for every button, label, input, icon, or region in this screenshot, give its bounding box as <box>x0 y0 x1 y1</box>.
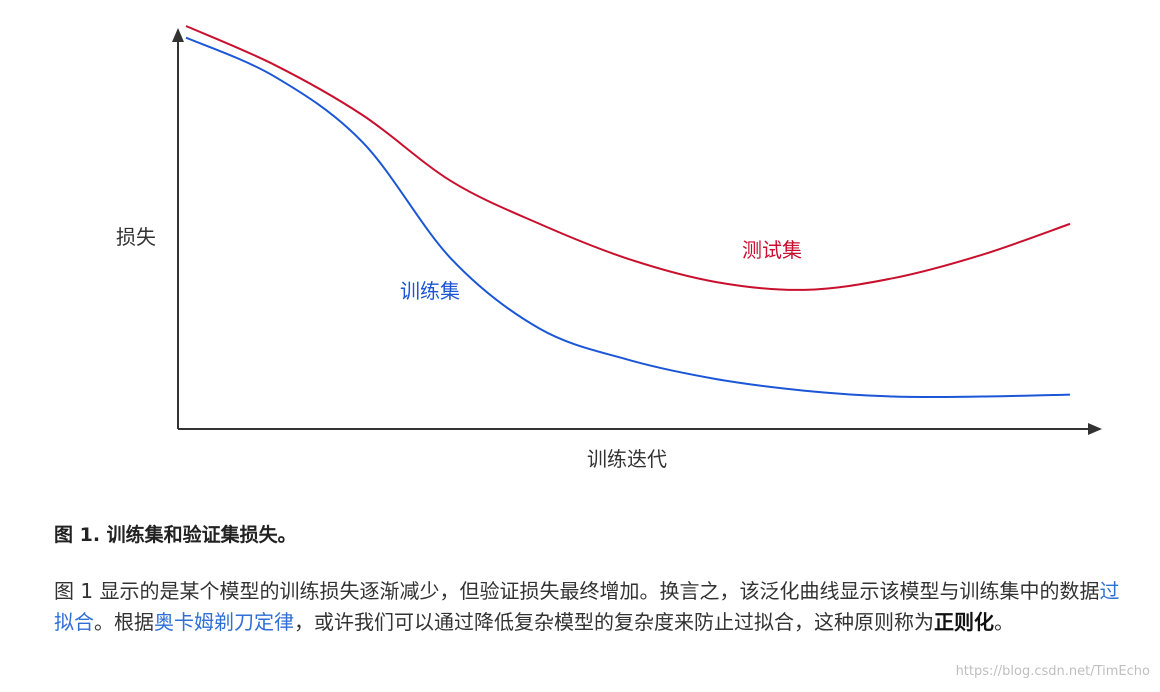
loss-chart: 损失 训练迭代 训练集 测试集 <box>116 25 1102 471</box>
series-line-test <box>185 25 1071 291</box>
x-axis-label: 训练迭代 <box>587 447 667 471</box>
description-paragraph: 图 1 显示的是某个模型的训练损失逐渐减少，但验证损失最终增加。换言之，该泛化曲… <box>54 576 1124 638</box>
figure-caption: 图 1. 训练集和验证集损失。 <box>54 524 297 546</box>
series-label-train: 训练集 <box>400 279 460 303</box>
watermark: https://blog.csdn.net/TimEcho <box>955 664 1150 679</box>
para-text-1: 图 1 显示的是某个模型的训练损失逐渐减少，但验证损失最终增加。换言之，该泛化曲… <box>54 579 1100 603</box>
para-text-3: ，或许我们可以通过降低复杂模型的复杂度来防止过拟合，这种原则称为 <box>294 610 934 634</box>
y-axis-label: 损失 <box>116 225 156 249</box>
regularization-term: 正则化 <box>934 610 994 634</box>
para-text-4: 。 <box>994 610 1014 634</box>
para-text-2: 。根据 <box>94 610 154 634</box>
occams-razor-link[interactable]: 奥卡姆剃刀定律 <box>154 610 294 634</box>
series-label-test: 测试集 <box>742 238 802 262</box>
overfitting-link[interactable]: 过拟合 <box>54 579 1120 634</box>
series-line-train <box>185 36 1071 399</box>
